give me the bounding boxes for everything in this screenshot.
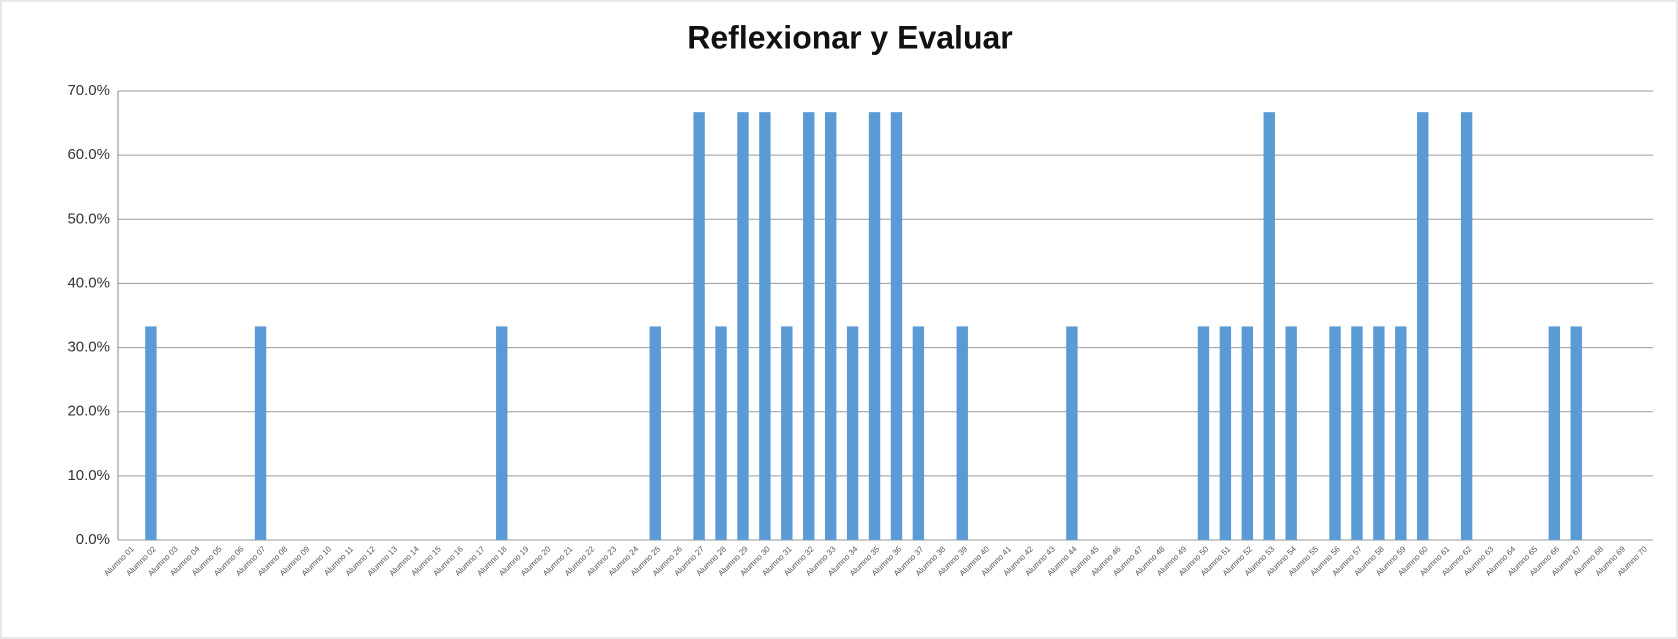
bar — [1351, 326, 1363, 540]
bar — [1395, 326, 1407, 540]
bar — [1373, 326, 1385, 540]
y-tick-label: 20.0% — [67, 403, 110, 420]
y-tick-label: 60.0% — [67, 146, 110, 163]
y-tick-label: 0.0% — [76, 531, 110, 548]
bar — [824, 112, 837, 540]
bar — [781, 326, 793, 540]
bar — [803, 112, 815, 540]
bar — [846, 326, 859, 540]
bar — [254, 326, 267, 540]
bar — [759, 112, 771, 540]
y-tick-label: 10.0% — [67, 467, 110, 484]
bar — [1066, 326, 1078, 540]
bar — [1197, 326, 1210, 540]
bar — [715, 326, 727, 540]
bar — [1548, 326, 1561, 540]
bar — [1263, 112, 1275, 540]
bar — [1417, 112, 1429, 540]
bar — [956, 326, 968, 540]
bar — [649, 326, 661, 540]
y-tick-label: 40.0% — [67, 274, 110, 291]
bar — [737, 112, 749, 540]
bar — [1241, 326, 1254, 540]
y-tick-label: 70.0% — [67, 82, 110, 99]
bar — [1570, 326, 1582, 540]
chart-title: Reflexionar y Evaluar — [687, 19, 1012, 55]
bar — [912, 326, 925, 540]
bar — [1460, 112, 1473, 540]
bar — [693, 112, 705, 540]
bar — [1219, 326, 1232, 540]
bar — [1329, 326, 1341, 540]
y-tick-label: 50.0% — [67, 210, 110, 227]
bar — [868, 112, 881, 540]
bar — [496, 326, 508, 540]
bar — [145, 326, 157, 540]
y-tick-label: 30.0% — [67, 339, 110, 356]
bar — [1285, 326, 1297, 540]
bar — [890, 112, 903, 540]
